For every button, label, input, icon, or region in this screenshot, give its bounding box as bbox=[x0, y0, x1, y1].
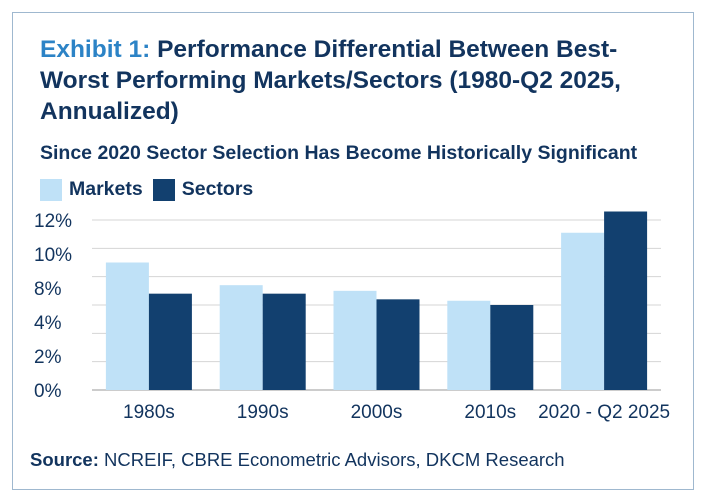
legend-swatch-sectors bbox=[152, 178, 175, 201]
y-tick-label: 10% bbox=[34, 245, 72, 266]
bar-markets bbox=[333, 290, 377, 390]
source-note: Source: NCREIF, CBRE Econometric Advisor… bbox=[30, 449, 565, 471]
x-tick-label: 2000s bbox=[351, 402, 403, 423]
chart-subtitle: Since 2020 Sector Selection Has Become H… bbox=[40, 142, 638, 164]
title-text: Performance Differential Between Best-Wo… bbox=[40, 36, 621, 125]
bar-sectors bbox=[262, 293, 306, 390]
y-tick-label: 12% bbox=[34, 211, 72, 232]
legend-item-markets: Markets bbox=[40, 178, 143, 201]
legend: Markets Sectors bbox=[40, 178, 263, 201]
bar-markets bbox=[105, 262, 149, 390]
x-tick-label: 2010s bbox=[464, 402, 516, 423]
bar-markets bbox=[219, 285, 263, 390]
bar-sectors bbox=[148, 293, 192, 390]
legend-swatch-markets bbox=[40, 178, 62, 201]
source-label: Source: bbox=[30, 449, 99, 470]
y-tick-label: 0% bbox=[34, 381, 62, 402]
y-tick-label: 8% bbox=[34, 279, 62, 300]
bar-markets bbox=[447, 300, 491, 390]
x-tick-label: 1980s bbox=[123, 402, 175, 423]
x-tick-label: 1990s bbox=[237, 402, 289, 423]
legend-label-sectors: Sectors bbox=[181, 178, 254, 200]
chart-title: Exhibit 1: Performance Differential Betw… bbox=[40, 34, 660, 127]
y-tick-label: 2% bbox=[34, 347, 62, 368]
bar-sectors bbox=[490, 305, 534, 390]
exhibit-frame bbox=[12, 12, 694, 490]
bar-markets bbox=[561, 232, 605, 390]
legend-item-sectors: Sectors bbox=[152, 178, 254, 201]
bar-sectors bbox=[604, 211, 648, 390]
source-text: NCREIF, CBRE Econometric Advisors, DKCM … bbox=[104, 449, 565, 470]
legend-label-markets: Markets bbox=[69, 178, 143, 200]
bar-sectors bbox=[376, 299, 420, 390]
x-tick-label: 2020 - Q2 2025 bbox=[538, 402, 670, 423]
exhibit-label: Exhibit 1: bbox=[40, 36, 151, 63]
y-tick-label: 4% bbox=[34, 313, 62, 334]
